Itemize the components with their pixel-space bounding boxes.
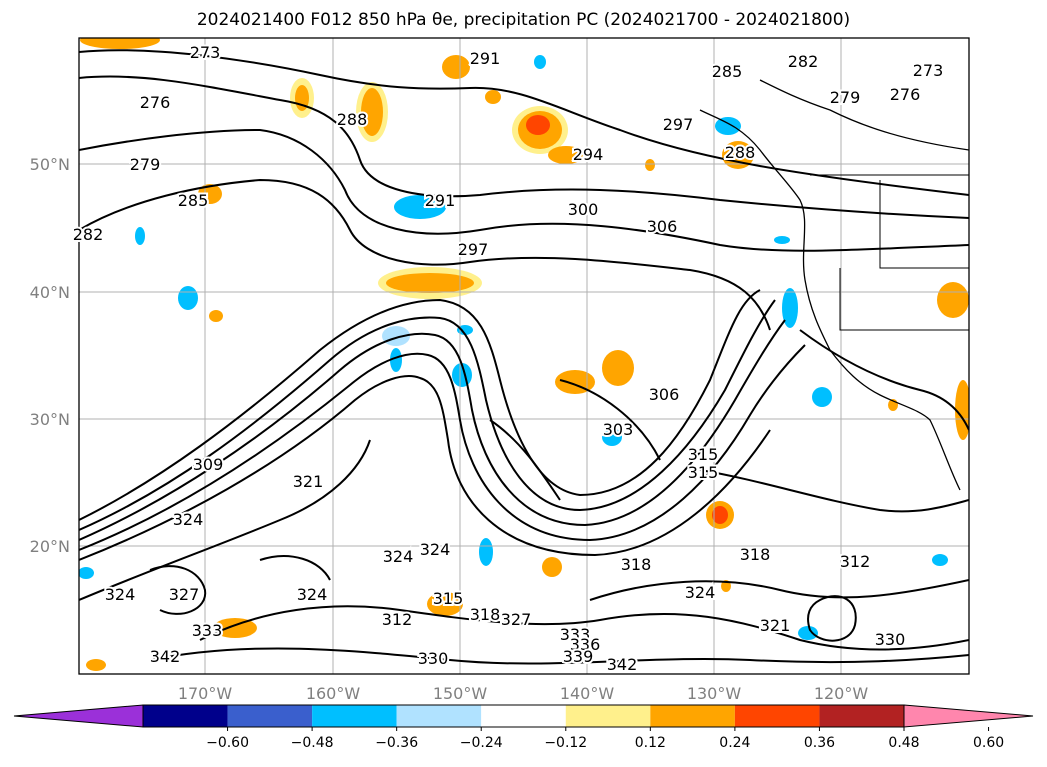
colorbar-tick-label: −0.24 <box>460 735 503 751</box>
lat-label-20n: 20°N <box>30 537 70 556</box>
contour-label: 321 <box>293 472 324 491</box>
contour-label: 342 <box>607 655 638 674</box>
contour-label: 324 <box>685 583 716 602</box>
colorbar-tick-label: 0.36 <box>804 735 835 751</box>
contour-label: 324 <box>383 547 414 566</box>
colorbar-tick-label: 0.12 <box>635 735 666 751</box>
contour-label: 297 <box>458 240 489 259</box>
contour-label: 339 <box>563 647 594 666</box>
contour-label: 327 <box>169 585 200 604</box>
colorbar-segment <box>312 705 397 727</box>
colorbar-segment <box>481 705 566 727</box>
contour-label: 288 <box>725 143 756 162</box>
contour-label: 276 <box>140 93 171 112</box>
coastline <box>699 79 969 491</box>
contour-label: 279 <box>830 88 861 107</box>
contour-label: 315 <box>688 463 719 482</box>
colorbar-segment <box>227 705 313 727</box>
colorbar-extend-low <box>13 704 144 728</box>
contour-label: 285 <box>712 62 743 81</box>
contour-label: 330 <box>418 649 449 668</box>
colorbar-tick-label: −0.48 <box>291 735 334 751</box>
colorbar-tick-label: −0.12 <box>544 735 587 751</box>
contour-label: 312 <box>382 610 413 629</box>
longitude-labels: 170°W 160°W 150°W 140°W 130°W 120°W <box>178 684 869 703</box>
contour-label: 342 <box>150 647 181 666</box>
colorbar-segment <box>143 705 228 727</box>
lon-label-130w: 130°W <box>687 684 742 703</box>
colorbar-segment <box>734 705 820 727</box>
colorbar: −0.60 −0.48 −0.36 −0.24 −0.12 0.12 0.24 0.36 0.4… <box>13 704 1034 751</box>
contour-label: 333 <box>560 625 591 644</box>
contour-label: 273 <box>913 61 944 80</box>
lon-label-160w: 160°W <box>306 684 361 703</box>
contour-label: 318 <box>740 545 771 564</box>
contour-label: 306 <box>647 217 678 236</box>
contour-label: 318 <box>621 555 652 574</box>
contour-label: 276 <box>890 85 921 104</box>
contour-label: 294 <box>573 145 604 164</box>
contour-label: 321 <box>760 616 791 635</box>
contour-label: 330 <box>875 630 906 649</box>
lon-label-170w: 170°W <box>178 684 233 703</box>
colorbar-tick-label: −0.60 <box>206 735 249 751</box>
contour-label: 324 <box>173 510 204 529</box>
theta-e-contours <box>79 49 969 665</box>
colorbar-segment <box>565 705 651 727</box>
contour-label: 291 <box>470 49 501 68</box>
contour-label: 282 <box>788 52 819 71</box>
contour-label: 324 <box>420 540 451 559</box>
contour-label: 285 <box>178 191 209 210</box>
contour-label: 300 <box>568 200 599 219</box>
contour-label: 333 <box>192 621 223 640</box>
plot-frame <box>78 37 970 675</box>
contour-label: 315 <box>433 589 464 608</box>
contour-label: 297 <box>663 115 694 134</box>
contour-label: 279 <box>130 155 161 174</box>
colorbar-frame <box>142 704 905 728</box>
contour-label: 336 <box>570 635 601 654</box>
lon-label-140w: 140°W <box>560 684 615 703</box>
colorbar-extend-high <box>903 704 1034 728</box>
contour-label: 306 <box>649 385 680 404</box>
lon-label-120w: 120°W <box>814 684 869 703</box>
contour-label: 327 <box>501 610 532 629</box>
colorbar-segment <box>819 705 904 727</box>
contour-label: 273 <box>190 43 221 62</box>
contour-label: 324 <box>105 585 136 604</box>
contour-labels: 273 276 279 282 285 288 291 291 294 297 300 303 306 3… <box>71 41 946 676</box>
map-title: 2024021400 F012 850 hPa θe, precipitatio… <box>196 10 851 30</box>
colorbar-segment <box>650 705 735 727</box>
precip-shading <box>79 38 969 671</box>
colorbar-tick-label: −0.36 <box>375 735 418 751</box>
lat-label-40n: 40°N <box>30 283 70 302</box>
contour-label: 324 <box>297 585 328 604</box>
lat-label-50n: 50°N <box>30 155 70 174</box>
lat-label-30n: 30°N <box>30 410 70 429</box>
contour-label: 288 <box>337 110 368 129</box>
contour-label: 291 <box>425 191 456 210</box>
contour-label: 315 <box>688 445 719 464</box>
colorbar-tick-label: 0.60 <box>973 735 1004 751</box>
contour-label: 309 <box>193 455 224 474</box>
colorbar-segment <box>396 705 482 727</box>
graticule <box>79 38 969 674</box>
contour-label: 303 <box>603 420 634 439</box>
contour-label: 312 <box>840 552 871 571</box>
latitude-labels: 50°N 40°N 30°N 20°N <box>30 155 70 556</box>
contour-label: 282 <box>73 225 104 244</box>
colorbar-tick-label: 0.48 <box>888 735 919 751</box>
contour-label: 318 <box>470 605 501 624</box>
colorbar-tick-label: 0.24 <box>719 735 750 751</box>
lon-label-150w: 150°W <box>433 684 488 703</box>
